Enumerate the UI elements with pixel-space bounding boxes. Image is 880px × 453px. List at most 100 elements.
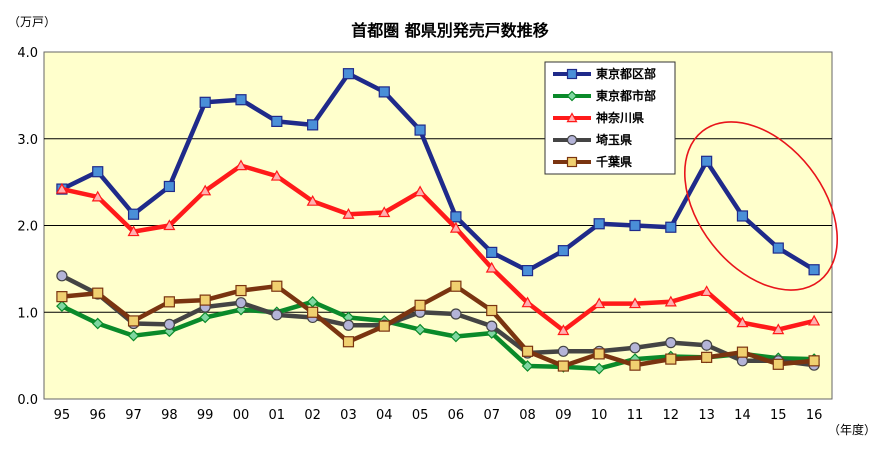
x-tick-label: 03 [340, 408, 357, 423]
y-axis-unit-label: （万戸） [8, 15, 56, 29]
data-point [486, 246, 498, 258]
data-point [665, 337, 677, 349]
data-point [449, 221, 462, 233]
series-group [55, 68, 821, 375]
data-point [521, 360, 534, 372]
data-point [772, 323, 785, 335]
data-point [450, 308, 462, 320]
data-point [163, 318, 175, 330]
y-tick-label: 0.0 [17, 393, 38, 408]
data-point [701, 339, 713, 351]
data-point [808, 314, 821, 326]
data-point [271, 309, 283, 321]
data-point [566, 90, 578, 102]
data-point [700, 285, 713, 297]
x-tick-label: 10 [591, 408, 608, 423]
series-line [60, 71, 816, 273]
data-point [235, 284, 247, 297]
data-point [664, 295, 677, 307]
y-axis-ticks: 0.0 1.0 2.0 3.0 4.0 [17, 46, 38, 408]
data-point [56, 300, 68, 313]
legend-entry: 千葉県 [553, 154, 632, 169]
x-tick-label: 11 [627, 408, 644, 423]
data-point [127, 315, 140, 327]
data-point [557, 360, 569, 372]
data-point [163, 180, 175, 193]
data-point [199, 311, 212, 324]
data-point [557, 345, 569, 357]
data-point [342, 207, 355, 219]
series-line [61, 163, 815, 333]
data-point [629, 342, 641, 354]
x-tick-label: 07 [483, 408, 500, 423]
data-point [485, 261, 498, 273]
x-axis-ticks: 95 96 97 98 99 00 01 02 03 04 05 06 07 08 09 10 11 12 13 14… [54, 408, 823, 423]
data-point [628, 297, 642, 309]
data-point [629, 219, 641, 232]
highlight-ellipse [683, 121, 839, 291]
legend-label: 東京都市部 [596, 88, 656, 103]
data-point [736, 210, 749, 222]
data-point [92, 166, 104, 178]
y-tick-label: 2.0 [17, 220, 38, 235]
data-point [665, 221, 677, 233]
series-line [61, 283, 815, 369]
data-point [701, 155, 713, 167]
data-point [566, 156, 578, 168]
x-tick-label: 04 [376, 408, 393, 423]
x-tick-label: 06 [448, 408, 465, 423]
data-point [414, 185, 427, 197]
series-line [60, 273, 815, 368]
data-point [557, 245, 569, 257]
data-point [342, 336, 355, 348]
data-point [593, 348, 605, 360]
legend-entry: 東京都市部 [553, 88, 656, 103]
data-point [199, 294, 211, 306]
x-tick-label: 98 [161, 408, 178, 423]
data-point [55, 182, 68, 194]
x-tick-label: 02 [304, 408, 321, 423]
data-point [521, 345, 534, 357]
data-point [307, 306, 319, 318]
data-point [378, 320, 390, 332]
x-tick-label: 96 [89, 408, 106, 423]
data-point [270, 169, 283, 181]
data-point [557, 324, 570, 336]
y-tick-label: 1.0 [17, 306, 38, 321]
series-1 [56, 68, 820, 277]
y-tick-label: 4.0 [17, 46, 38, 61]
legend-label: 東京都区部 [596, 66, 656, 81]
x-tick-label: 16 [806, 408, 823, 423]
data-point [235, 297, 247, 309]
data-point [566, 112, 578, 123]
legend-label: 千葉県 [596, 154, 632, 169]
legend-entry: 東京都区部 [553, 66, 656, 81]
data-point [163, 296, 175, 308]
data-point [521, 265, 534, 277]
data-point [307, 119, 319, 131]
data-point [306, 194, 319, 206]
data-point [450, 211, 462, 223]
data-point [92, 287, 104, 299]
x-tick-label: 05 [412, 408, 429, 423]
data-point [91, 317, 104, 330]
y-tick-label: 3.0 [17, 133, 38, 148]
data-point [342, 68, 355, 80]
data-point [808, 355, 820, 367]
chart-title: 首都圏 都県別発売戸数推移 [351, 21, 549, 40]
x-tick-label: 09 [555, 408, 572, 423]
x-tick-label: 14 [734, 408, 751, 423]
x-tick-label: 97 [125, 408, 142, 423]
data-point [665, 353, 677, 365]
data-point [450, 280, 462, 292]
data-point [127, 329, 140, 342]
legend-entry: 神奈川県 [553, 110, 644, 125]
data-point [566, 134, 578, 146]
x-tick-label: 12 [663, 408, 680, 423]
data-point [378, 86, 390, 98]
data-point [772, 358, 784, 370]
x-axis-unit-label: （年度） [828, 422, 876, 437]
x-tick-label: 15 [770, 408, 787, 423]
x-tick-label: 08 [519, 408, 536, 423]
